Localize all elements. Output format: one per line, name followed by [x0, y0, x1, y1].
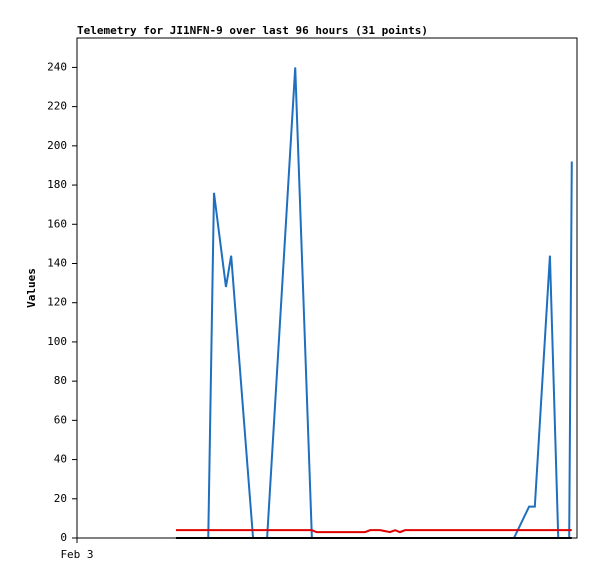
y-axis-label: Values	[25, 268, 38, 308]
y-tick-label: 60	[54, 413, 67, 426]
chart-title: Telemetry for JI1NFN-9 over last 96 hour…	[77, 24, 428, 37]
y-tick-label: 120	[47, 296, 67, 309]
y-tick-label: 200	[47, 139, 67, 152]
y-tick-label: 140	[47, 256, 67, 269]
series-line	[207, 67, 573, 539]
plot-frame	[76, 37, 578, 539]
y-tick-label: 220	[47, 100, 67, 113]
y-tick-label: 40	[54, 453, 67, 466]
y-tick-label: 240	[47, 60, 67, 73]
y-tick-label: 180	[47, 178, 67, 191]
y-tick-label: 20	[54, 492, 67, 505]
y-tick-label: 80	[54, 374, 67, 387]
y-tick-label: 160	[47, 217, 67, 230]
x-tick-label: Feb 3	[60, 548, 93, 561]
y-tick-label: 100	[47, 335, 67, 348]
y-tick-label: 0	[60, 531, 67, 544]
series-line	[175, 529, 572, 534]
